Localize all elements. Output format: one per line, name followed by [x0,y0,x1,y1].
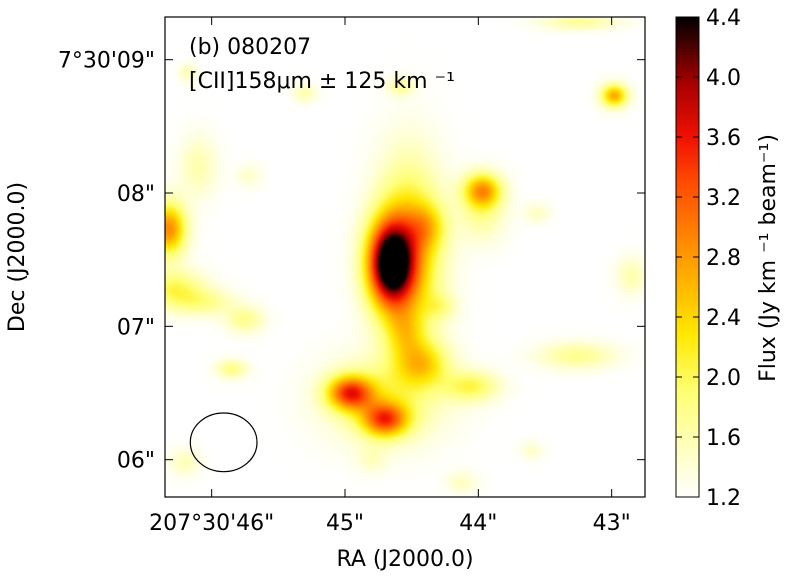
x-axis-label: RA (J2000.0) [336,547,473,572]
x-axis-ticks: 207°30'46" 45" 44" 43" [149,17,631,536]
x-tick-label: 45" [326,511,364,536]
colorbar-ticks: 1.2 1.6 2.0 2.4 2.8 3.2 3.6 4.0 4.4 [676,6,741,511]
plot-frame [164,16,646,498]
flux-heatmap [165,17,645,497]
y-tick-label: 07" [117,315,155,340]
colorbar-tick-label: 4.4 [706,6,741,31]
colorbar-tick-label: 1.2 [706,486,741,511]
y-tick-label: 7°30'09" [58,49,155,74]
x-tick-label: 207°30'46" [149,511,274,536]
x-tick-label: 43" [593,511,631,536]
colorbar-tick-label: 1.6 [706,426,741,451]
y-axis-label: Dec (J2000.0) [5,182,30,332]
colorbar-tick-label: 4.0 [706,66,741,91]
colorbar: 1.2 1.6 2.0 2.4 2.8 3.2 3.6 4.0 4.4 Flux (Jy km … [675,6,781,511]
colorbar-tick-label: 2.4 [706,306,741,331]
colorbar-tick-label: 3.6 [706,126,741,151]
y-tick-label: 08" [117,182,155,207]
colorbar-tick-label: 2.8 [706,246,741,271]
x-tick-label: 44" [459,511,497,536]
y-tick-label: 06" [117,449,155,474]
colorbar-tick-label: 3.2 [706,186,741,211]
colorbar-label: Flux (Jy km ⁻¹ beam⁻¹) [756,134,781,382]
panel-label: (b) 080207 [189,35,311,60]
map-panel: 207°30'46" 45" 44" 43" 7°30'09" 08" 07" 06" (b… [58,16,646,536]
y-axis-ticks: 7°30'09" 08" 07" 06" [58,49,645,474]
line-label: [CII]158μm ± 125 km ⁻¹ [189,69,455,94]
colorbar-tick-label: 2.0 [706,366,741,391]
beam-ellipse [189,412,258,473]
